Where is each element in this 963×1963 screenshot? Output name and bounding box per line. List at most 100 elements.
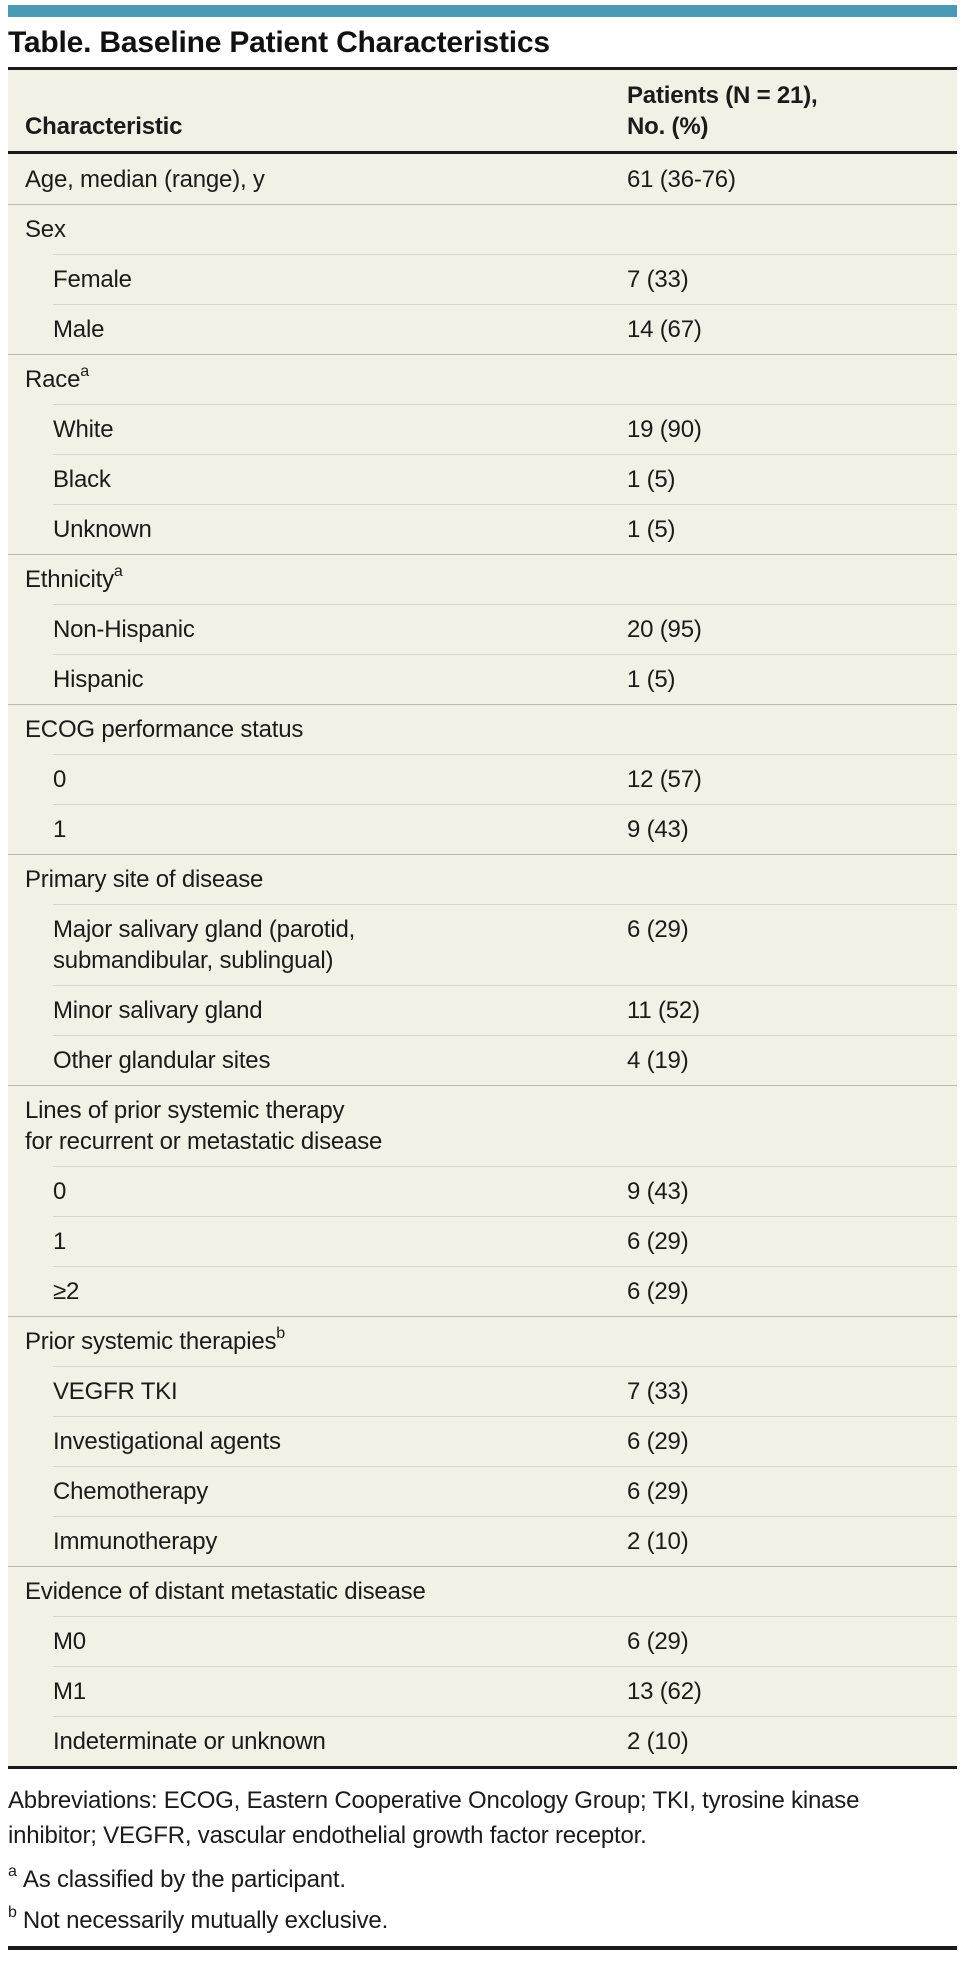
table-row: Indeterminate or unknown 2 (10): [8, 1716, 957, 1766]
row-label: M1: [53, 1678, 86, 1705]
table-row: Immunotherapy 2 (10): [8, 1516, 957, 1566]
row-divider: [8, 704, 957, 705]
table-row: White 19 (90): [8, 404, 957, 454]
row-label: Male: [53, 316, 105, 343]
table-row: 1 6 (29): [8, 1216, 957, 1266]
row-value: 20 (95): [627, 616, 702, 643]
row-label: 1: [53, 816, 67, 843]
row-value: 1 (5): [627, 666, 676, 693]
row-divider: [8, 554, 957, 555]
page-bottom-rule: [8, 1946, 957, 1950]
row-value: 6 (29): [627, 1628, 689, 1655]
row-value: 1 (5): [627, 516, 676, 543]
footnote-marker-b: b: [8, 1904, 17, 1921]
row-divider: [53, 604, 957, 605]
row-value: 6 (29): [627, 1278, 689, 1305]
row-value: 7 (33): [627, 1378, 689, 1405]
row-label: Non-Hispanic: [53, 616, 195, 643]
table-bottom-rule: [8, 1766, 957, 1769]
table-row: Investigational agents 6 (29): [8, 1416, 957, 1466]
table-header-row: Characteristic Patients (N = 21), No. (%…: [8, 70, 957, 154]
row-label: Major salivary gland (parotid, submandib…: [53, 916, 356, 974]
row-divider: [8, 204, 957, 205]
row-value: 9 (43): [627, 1178, 689, 1205]
row-label: Age, median (range), y: [25, 166, 265, 193]
superscript-marker: b: [276, 1325, 286, 1342]
accent-bar: [8, 5, 957, 17]
row-label: 0: [53, 1178, 67, 1205]
table-row: M0 6 (29): [8, 1616, 957, 1666]
table-row: 1 9 (43): [8, 804, 957, 854]
table-title: Table. Baseline Patient Characteristics: [8, 26, 550, 59]
row-label: Investigational agents: [53, 1428, 281, 1455]
row-divider: [53, 1216, 957, 1217]
row-divider: [53, 404, 957, 405]
abbreviations-footnote: Abbreviations: ECOG, Eastern Cooperative…: [8, 1787, 860, 1849]
table-row: Hispanic 1 (5): [8, 654, 957, 704]
row-divider: [8, 1085, 957, 1086]
row-divider: [53, 904, 957, 905]
row-label: Other glandular sites: [53, 1047, 271, 1074]
table-row: Prior systemic therapiesb: [8, 1316, 957, 1366]
table-row: Female 7 (33): [8, 254, 957, 304]
row-value: 6 (29): [627, 916, 689, 943]
table-row: ≥2 6 (29): [8, 1266, 957, 1316]
row-divider: [53, 1366, 957, 1367]
row-label: Chemotherapy: [53, 1478, 209, 1505]
footnote-marker-a: a: [8, 1863, 17, 1880]
footnotes: Abbreviations: ECOG, Eastern Cooperative…: [8, 1783, 957, 1938]
row-label: White: [53, 416, 114, 443]
row-value: 14 (67): [627, 316, 702, 343]
column-header-patients: Patients (N = 21), No. (%): [627, 82, 818, 140]
row-divider: [53, 1516, 957, 1517]
row-value: 6 (29): [627, 1228, 689, 1255]
row-label: ≥2: [53, 1278, 80, 1305]
table-body: Age, median (range), y 61 (36-76) Sex Femal…: [8, 154, 957, 1766]
row-divider: [53, 804, 957, 805]
row-divider: [8, 854, 957, 855]
table-row: Major salivary gland (parotid, submandib…: [8, 904, 957, 985]
row-divider: [53, 1666, 957, 1667]
row-divider: [53, 985, 957, 986]
row-divider: [53, 1616, 957, 1617]
row-label: Female: [53, 266, 132, 293]
row-label: Racea: [25, 363, 90, 394]
table-row: Other glandular sites 4 (19): [8, 1035, 957, 1085]
table-top-rule: [8, 67, 957, 70]
row-label: ECOG performance status: [25, 716, 304, 743]
row-divider: [8, 354, 957, 355]
superscript-marker: a: [113, 563, 123, 580]
row-value: 11 (52): [627, 997, 700, 1024]
table-row: Unknown 1 (5): [8, 504, 957, 554]
row-label: Indeterminate or unknown: [53, 1728, 326, 1755]
row-label: Prior systemic therapiesb: [25, 1325, 286, 1356]
table-row: Black 1 (5): [8, 454, 957, 504]
row-label: 0: [53, 766, 67, 793]
row-value: 6 (29): [627, 1428, 689, 1455]
table-row: Age, median (range), y 61 (36-76): [8, 154, 957, 204]
table-row: Minor salivary gland 11 (52): [8, 985, 957, 1035]
table-row: Evidence of distant metastatic disease: [8, 1566, 957, 1616]
row-divider: [53, 304, 957, 305]
row-value: 2 (10): [627, 1728, 689, 1755]
row-value: 7 (33): [627, 266, 689, 293]
footnote-a-text: As classified by the participant.: [22, 1866, 346, 1893]
table-row: Sex: [8, 204, 957, 254]
row-value: 9 (43): [627, 816, 689, 843]
row-label: Unknown: [53, 516, 152, 543]
column-header-characteristic: Characteristic: [25, 113, 183, 140]
row-label: Minor salivary gland: [53, 997, 263, 1024]
table-row: Primary site of disease: [8, 854, 957, 904]
row-value: 19 (90): [627, 416, 702, 443]
table-row: 0 9 (43): [8, 1166, 957, 1216]
table-row: ECOG performance status: [8, 704, 957, 754]
row-divider: [53, 504, 957, 505]
row-value: 1 (5): [627, 466, 676, 493]
row-value: 12 (57): [627, 766, 702, 793]
row-label: Sex: [25, 216, 66, 243]
row-value: 2 (10): [627, 1528, 689, 1555]
row-divider: [8, 1316, 957, 1317]
table-row: VEGFR TKI 7 (33): [8, 1366, 957, 1416]
row-label: Evidence of distant metastatic disease: [25, 1578, 426, 1605]
